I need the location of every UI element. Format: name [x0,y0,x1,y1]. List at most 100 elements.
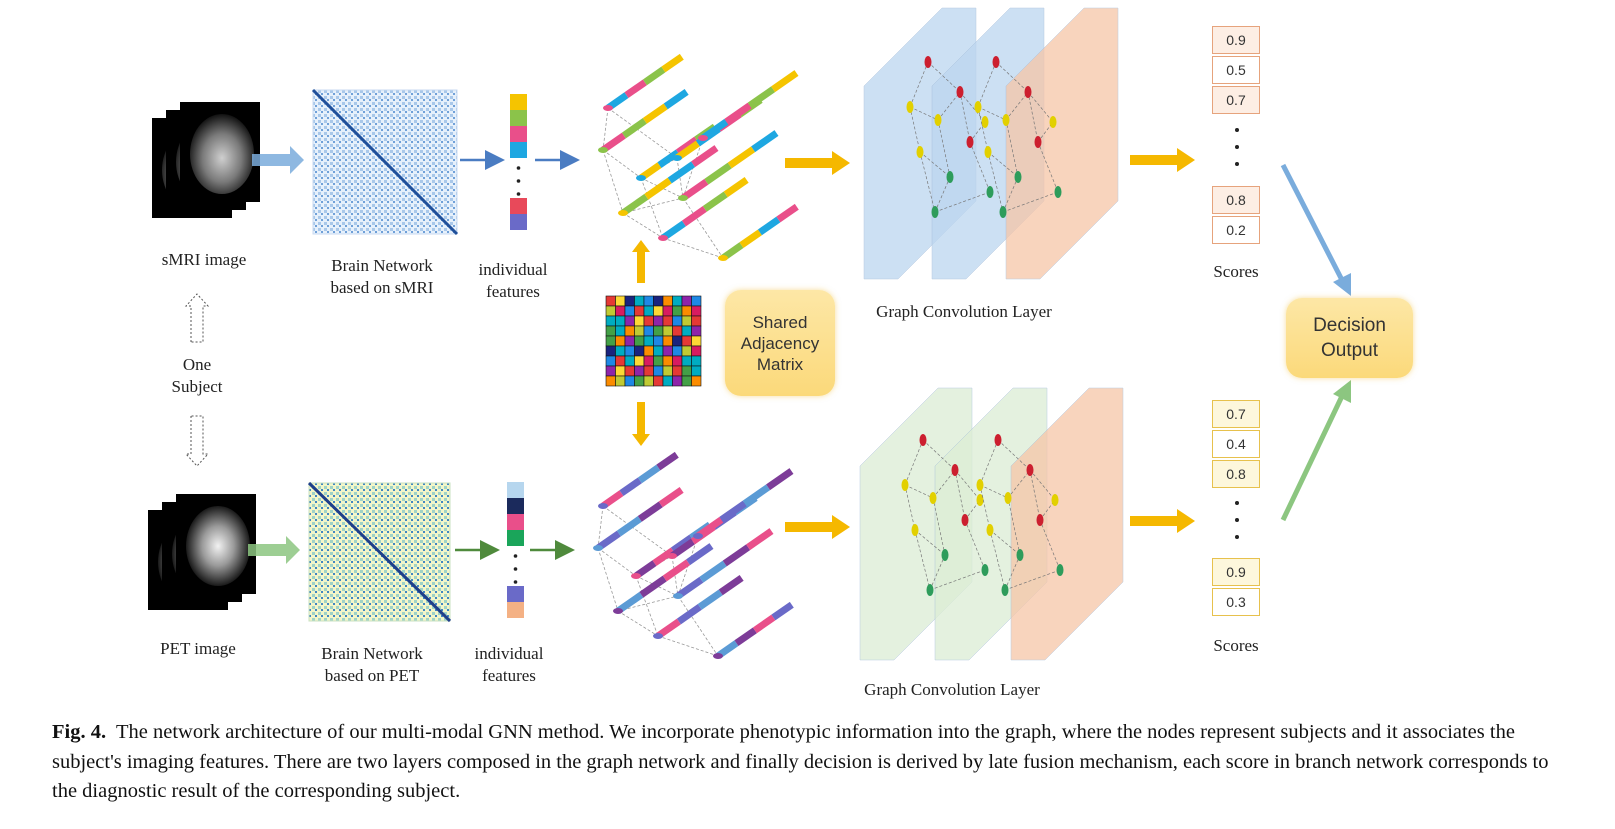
gcn-graph-bottom-2-edge [979,439,999,486]
gcn-graph-top-1-edge [927,61,961,93]
population-graph-top-feature-bar [691,145,719,168]
shared-adjacency-cell [615,315,626,327]
gcn-graph-top-2-edge [977,106,1007,121]
gcn-graph-bottom-2-node [1016,549,1024,561]
shared-adjacency-cell [634,335,645,347]
gcn-graph-top-1-node [916,146,924,158]
smri-heatmap-diagonal [311,88,459,236]
gcn-graph-top-2-node [1054,186,1062,198]
population-graph-bottom-feature-bar [662,559,691,582]
population-graph-top-feature-bar [624,79,647,99]
feature-vector-bottom-cell [507,482,524,498]
shared-adjacency-line1: Shared [752,312,808,332]
gcn-graph-bottom-1-node [976,494,984,506]
gcn-graph-top-1-node [906,101,914,113]
shared-adjacency-cell [624,295,635,307]
population-graph-top-node [618,210,628,216]
gcn-graph-bottom-2-node [1001,584,1009,596]
shared-adjacency-cell [662,355,673,367]
scores-bottom-ellipsis-dot [1235,535,1239,539]
shared-adjacency-cell [634,325,645,337]
shared-adjacency-line3: Matrix [756,354,804,374]
population-graph-top-node [603,105,613,111]
population-graph-bottom-feature-bar [686,543,714,566]
gcn-graph-top-1-node [981,116,989,128]
shared-adjacency-cell [691,345,702,357]
smri-image-label: sMRI image [161,250,247,269]
arrow-scores-top-to-decision-head [1333,273,1351,296]
gcn-graph-top-1-node [934,114,942,126]
arrow-scores-top-to-decision [1280,163,1346,284]
population-graph-bottom-edge [617,610,659,637]
decision-output-line2: Output [1320,340,1379,361]
gcn-graph-bottom-1-node [911,524,919,536]
one-subject-down-arrow [184,415,210,467]
shared-adjacency-cell [634,375,645,387]
smri-brain-image-slice [190,114,254,194]
gcn-graph-bottom-1-node [981,564,989,576]
shared-adjacency-cell [615,335,626,347]
shared-adjacency-cell [681,335,692,347]
arrow-graph-to-gcn-top [785,151,850,175]
population-graph-top-edge [602,107,609,151]
shared-adjacency-cell [634,305,645,317]
gcn-graph-top-2-node [999,206,1007,218]
population-graph-top-edge [602,149,642,179]
gcn-layer-top-3 [1005,7,1119,280]
gcn-graph-bottom-2-node [1004,492,1012,504]
population-graph-bottom-feature-bar [676,604,702,625]
shared-adjacency-cell [672,335,683,347]
population-graph-top-feature-bar [681,206,707,227]
gcn-graph-top-2-edge [1002,176,1019,213]
population-graph-bottom-feature-bar [619,477,642,497]
score-top-3: 0.7 [1212,86,1260,114]
gcn-graph-top-2-edge [987,151,1019,178]
population-graph-bottom-node [667,553,677,559]
score-top-2: 0.5 [1212,56,1260,84]
shared-adjacency-cell [653,375,664,387]
population-graph-top-node [678,195,688,201]
shared-adjacency-cell [691,355,702,367]
population-graph-bottom-node [598,503,608,509]
shared-adjacency-cell [643,305,654,317]
population-graph-bottom-feature-bar [616,516,642,537]
gcn-graph-bottom-1-node [961,514,969,526]
score-top-5: 0.2 [1212,216,1260,244]
population-graph-bottom-feature-bar [596,530,621,551]
caption-prefix: Fig. 4. [52,721,107,743]
shared-adjacency-cell [615,305,626,317]
decision-output-box: Decision Output [1286,298,1413,378]
population-graph-bottom-feature-bar [676,576,704,599]
population-graph-top-feature-bar [663,88,689,110]
feature-vector-bottom-dot [513,554,518,558]
gcn-graph-bottom-1-edge [954,469,966,521]
shared-adjacency-cell [605,345,616,357]
population-graph-bottom-node [673,593,683,599]
shared-adjacency-cell [624,305,635,317]
gcn-graph-top-1-edge [969,141,991,193]
shared-adjacency-cell [662,325,673,337]
population-graph-top-feature-bar [621,118,647,139]
brain-network-smri-line2: based on sMRI [330,278,434,297]
scores-bottom-ellipsis-dot [1235,501,1239,505]
gcn-graph-top-1-edge [959,91,986,123]
feature-vector-bottom-cell [507,530,524,546]
feature-vector-bottom-cell [507,498,524,514]
population-graph-top-edge [640,177,684,199]
feature-vector-top-dot [516,192,521,196]
population-graph-bottom-feature-bar [697,589,723,610]
gcn-graph-top-1-node [946,171,954,183]
shared-adjacency-cell [643,315,654,327]
gcn-graph-bottom-2-edge [979,484,991,531]
population-graph-top-node [636,175,646,181]
gcn-graph-top-2-node [974,101,982,113]
gcn-graph-top-2-edge [987,151,1004,213]
gcn-graph-bottom-2-edge [979,484,1009,499]
feature-vector-top-cell [510,126,527,142]
population-graph-bottom-edge [677,595,719,657]
shared-adjacency-cell [624,365,635,377]
brain-network-pet-line2: based on PET [324,666,420,685]
gcn-graph-bottom-1-node [941,549,949,561]
